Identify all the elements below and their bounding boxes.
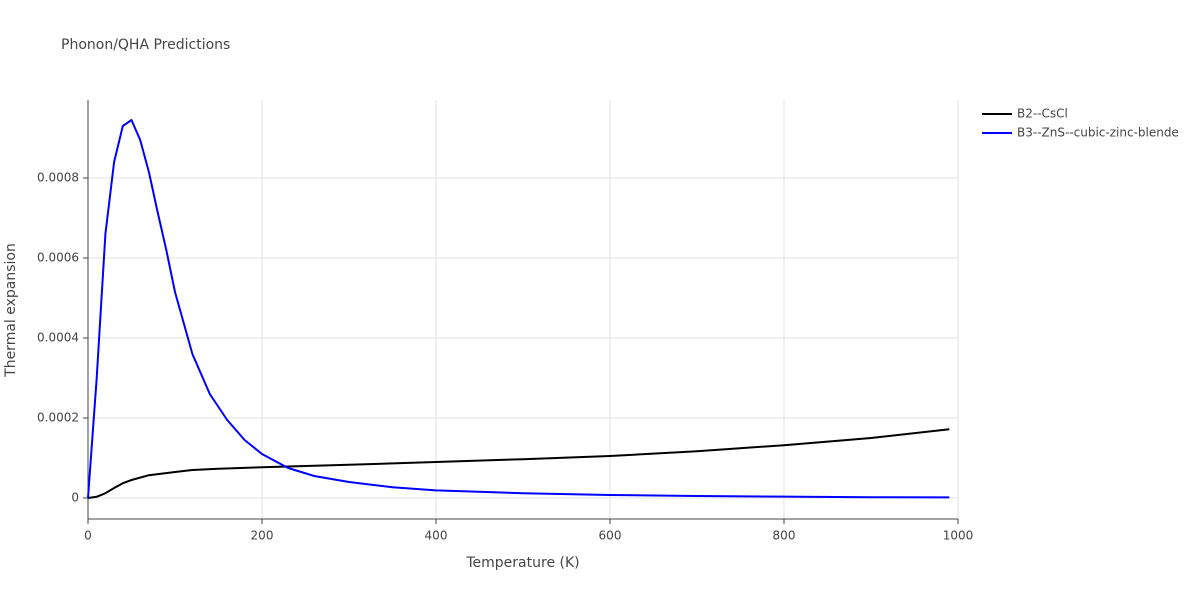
y-tick-label: 0.0004 (37, 331, 79, 345)
chart-title: Phonon/QHA Predictions (61, 37, 230, 53)
y-tick-label: 0.0006 (37, 251, 79, 265)
x-tick-label: 800 (773, 529, 796, 543)
series-line (87, 428, 950, 499)
x-tick-label: 1000 (943, 529, 974, 543)
y-tick-label: 0 (71, 491, 79, 505)
legend-label: B2--CsCl (1017, 107, 1068, 121)
y-axis-title: Thermal expansion (3, 243, 19, 378)
y-tick-label: 0.0002 (37, 411, 79, 425)
legend-label: B3--ZnS--cubic-zinc-blende (1017, 126, 1179, 140)
x-tick-label: 200 (251, 529, 274, 543)
x-axis-title: Temperature (K) (465, 555, 579, 571)
x-tick-label: 600 (599, 529, 622, 543)
series-line (87, 119, 950, 499)
x-tick-label: 0 (84, 529, 92, 543)
x-tick-label: 400 (425, 529, 448, 543)
y-tick-label: 0.0008 (37, 171, 79, 185)
